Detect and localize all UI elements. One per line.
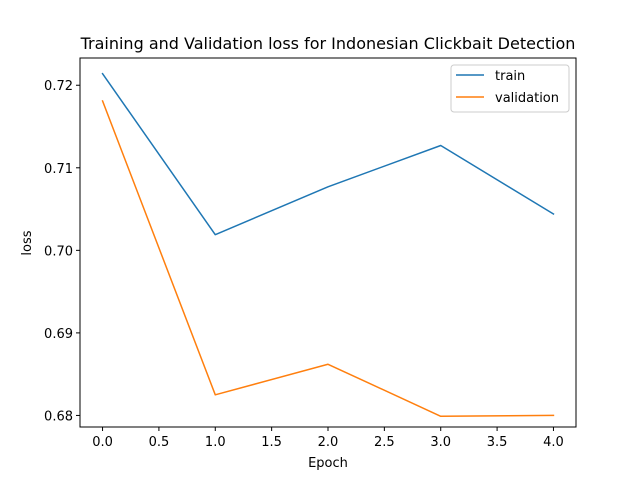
legend-label-validation: validation	[495, 91, 559, 106]
x-tick-label: 0.5	[149, 435, 170, 450]
y-axis: 0.68 0.69 0.70 0.71 0.72	[44, 79, 80, 424]
x-tick-label: 2.5	[374, 435, 395, 450]
x-tick-label: 3.5	[487, 435, 508, 450]
legend: train validation	[450, 64, 570, 113]
y-tick-label: 0.71	[44, 162, 73, 177]
legend-label-train: train	[495, 69, 525, 84]
x-tick-label: 2.0	[318, 435, 339, 450]
plot-background	[80, 58, 576, 427]
y-tick-label: 0.70	[44, 244, 73, 259]
x-tick-label: 3.0	[430, 435, 451, 450]
x-tick-label: 0.0	[92, 435, 113, 450]
y-tick-label: 0.68	[44, 409, 73, 424]
y-tick-label: 0.72	[44, 79, 73, 94]
x-tick-label: 1.5	[261, 435, 282, 450]
y-tick-label: 0.69	[44, 327, 73, 342]
plot-area	[79, 57, 577, 428]
chart-title: Training and Validation loss for Indones…	[80, 34, 576, 53]
x-axis: 0.0 0.5 1.0 1.5 2.0 2.5 3.0 3.5 4.0	[92, 427, 564, 450]
legend-box	[450, 64, 570, 113]
x-tick-label: 1.0	[205, 435, 226, 450]
y-axis-label: loss	[20, 230, 35, 255]
x-axis-label: Epoch	[308, 456, 348, 471]
x-tick-label: 4.0	[543, 435, 564, 450]
series-layer	[101, 72, 555, 418]
